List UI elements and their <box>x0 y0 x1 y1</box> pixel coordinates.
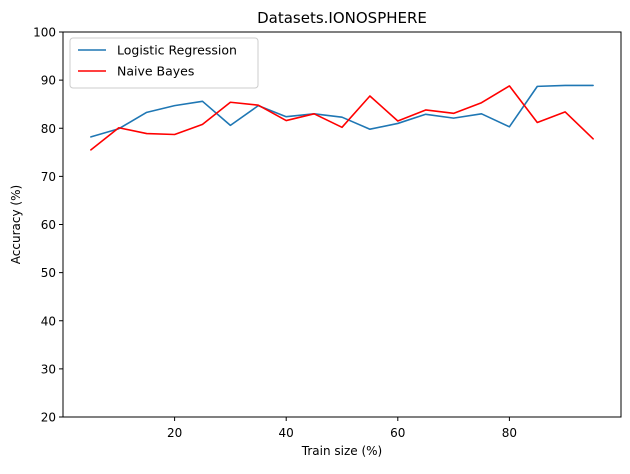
legend-box <box>69 37 259 89</box>
x-tick-label: 80 <box>502 426 517 440</box>
y-tick-label: 20 <box>41 411 56 425</box>
series-line-logistic-regression <box>90 84 594 138</box>
x-tick-label: 20 <box>167 426 182 440</box>
y-tick-label: 50 <box>41 266 56 280</box>
axis-ticks: 20 40 60 80 20 30 40 50 60 70 80 90 100 <box>33 26 517 441</box>
x-tick-label: 60 <box>390 426 405 440</box>
y-axis-label: Accuracy (%) <box>9 185 23 264</box>
series-lines <box>90 84 594 151</box>
legend: Logistic Regression Naive Bayes <box>69 37 259 89</box>
chart-title: Datasets.IONOSPHERE <box>257 9 427 27</box>
legend-label-naive-bayes: Naive Bayes <box>117 64 194 79</box>
x-tick-label: 40 <box>279 426 294 440</box>
y-tick-label: 100 <box>33 26 56 40</box>
y-tick-label: 40 <box>41 314 56 328</box>
x-axis-label: Train size (%) <box>301 444 382 458</box>
y-tick-label: 90 <box>41 74 56 88</box>
y-tick-label: 80 <box>41 122 56 136</box>
y-tick-label: 60 <box>41 218 56 232</box>
legend-label-logistic-regression: Logistic Regression <box>117 43 237 58</box>
series-line-naive-bayes <box>90 85 594 151</box>
y-tick-label: 30 <box>41 362 56 376</box>
y-tick-label: 70 <box>41 170 56 184</box>
